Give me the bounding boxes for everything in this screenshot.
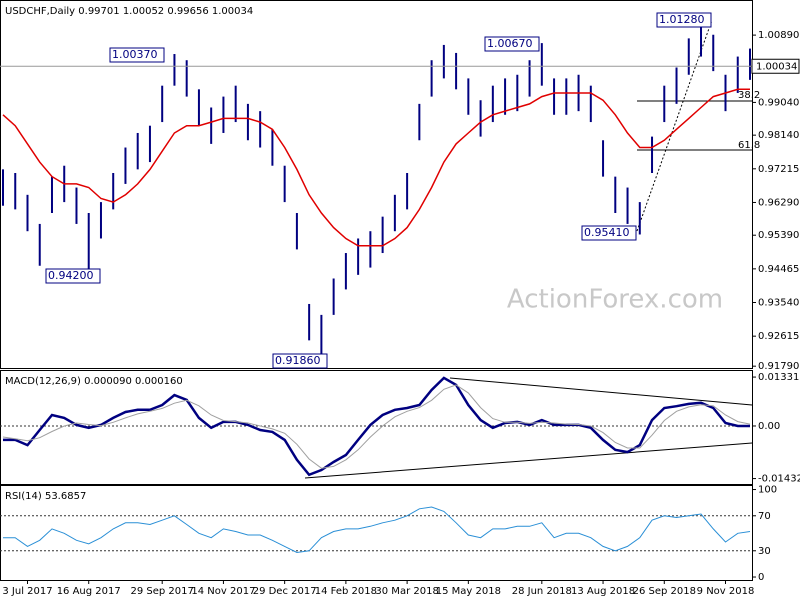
y-tick-label: 0 <box>758 572 764 583</box>
y-tick-label: 0.91790 <box>758 361 799 372</box>
panel-title: USDCHF,Daily 0.99701 1.00052 0.99656 1.0… <box>5 6 253 17</box>
annotation-box <box>45 268 101 284</box>
x-tick-label: 13 Aug 2018 <box>571 586 635 597</box>
y-tick-label: 0.93540 <box>758 298 799 309</box>
x-tick-label: 14 Nov 2017 <box>191 586 255 597</box>
panel-frame <box>0 485 753 581</box>
annotation: 1.01280 <box>659 13 705 26</box>
x-tick-label: 28 Jun 2018 <box>512 586 572 597</box>
x-tick-label: 29 Sep 2017 <box>131 586 194 597</box>
panel-title: MACD(12,26,9) 0.000090 0.000160 <box>5 376 183 387</box>
y-tick-label: 100 <box>758 485 777 496</box>
y-tick-label: 30 <box>758 546 771 557</box>
y-tick-label: 70 <box>758 511 771 522</box>
y-tick-label: -0.014323 <box>758 474 800 485</box>
y-tick-label: 0.96290 <box>758 197 799 208</box>
y-tick-label: 0.92615 <box>758 331 799 342</box>
x-tick-label: 16 Aug 2017 <box>57 586 121 597</box>
annotation-box <box>484 36 540 52</box>
series-line <box>3 376 750 477</box>
annotation: 0.94200 <box>48 269 94 282</box>
x-tick-label: 29 Dec 2017 <box>253 586 317 597</box>
x-tick-label: 26 Sep 2018 <box>633 586 696 597</box>
x-tick-label: 9 Nov 2018 <box>697 586 755 597</box>
x-tick-label: 15 May 2018 <box>436 586 501 597</box>
series-line <box>3 506 751 554</box>
last-price-label: 1.00034 <box>756 61 797 72</box>
y-tick-label: 0.97215 <box>758 164 799 175</box>
annotation: 61.8 <box>738 140 760 151</box>
y-tick-label: 1.00890 <box>758 30 799 41</box>
macd-trend-line <box>449 377 753 406</box>
last-price-box <box>751 58 800 74</box>
panel-frame <box>0 370 753 485</box>
x-tick-label: 14 Feb 2018 <box>315 586 377 597</box>
panel-title: RSI(14) 53.6857 <box>5 491 86 502</box>
annotation: 1.00370 <box>112 48 158 61</box>
annotation: 0.95410 <box>584 226 630 239</box>
macd-trend-line <box>304 442 753 479</box>
y-tick-label: 0.94465 <box>758 264 799 275</box>
y-tick-label: 0.013319 <box>758 372 800 383</box>
x-tick-label: 3 Jul 2017 <box>2 586 52 597</box>
trend-line <box>636 19 713 232</box>
series-line <box>2 384 751 469</box>
annotation-box <box>581 225 637 241</box>
panel-frame <box>0 0 753 369</box>
annotation-box <box>272 353 328 369</box>
y-tick-label: 0.98140 <box>758 130 799 141</box>
annotation-box <box>109 47 165 63</box>
x-tick-label: 30 Mar 2018 <box>375 586 438 597</box>
annotation: 1.00670 <box>487 37 533 50</box>
y-tick-label: 0.00 <box>758 421 780 432</box>
y-tick-label: 0.95390 <box>758 230 799 241</box>
watermark: ActionForex.com <box>507 285 723 315</box>
series-line <box>2 88 750 247</box>
annotation: 38.2 <box>738 90 760 101</box>
annotation-box <box>656 12 712 28</box>
annotation: 0.91860 <box>275 354 321 367</box>
y-tick-label: 0.99040 <box>758 97 799 108</box>
